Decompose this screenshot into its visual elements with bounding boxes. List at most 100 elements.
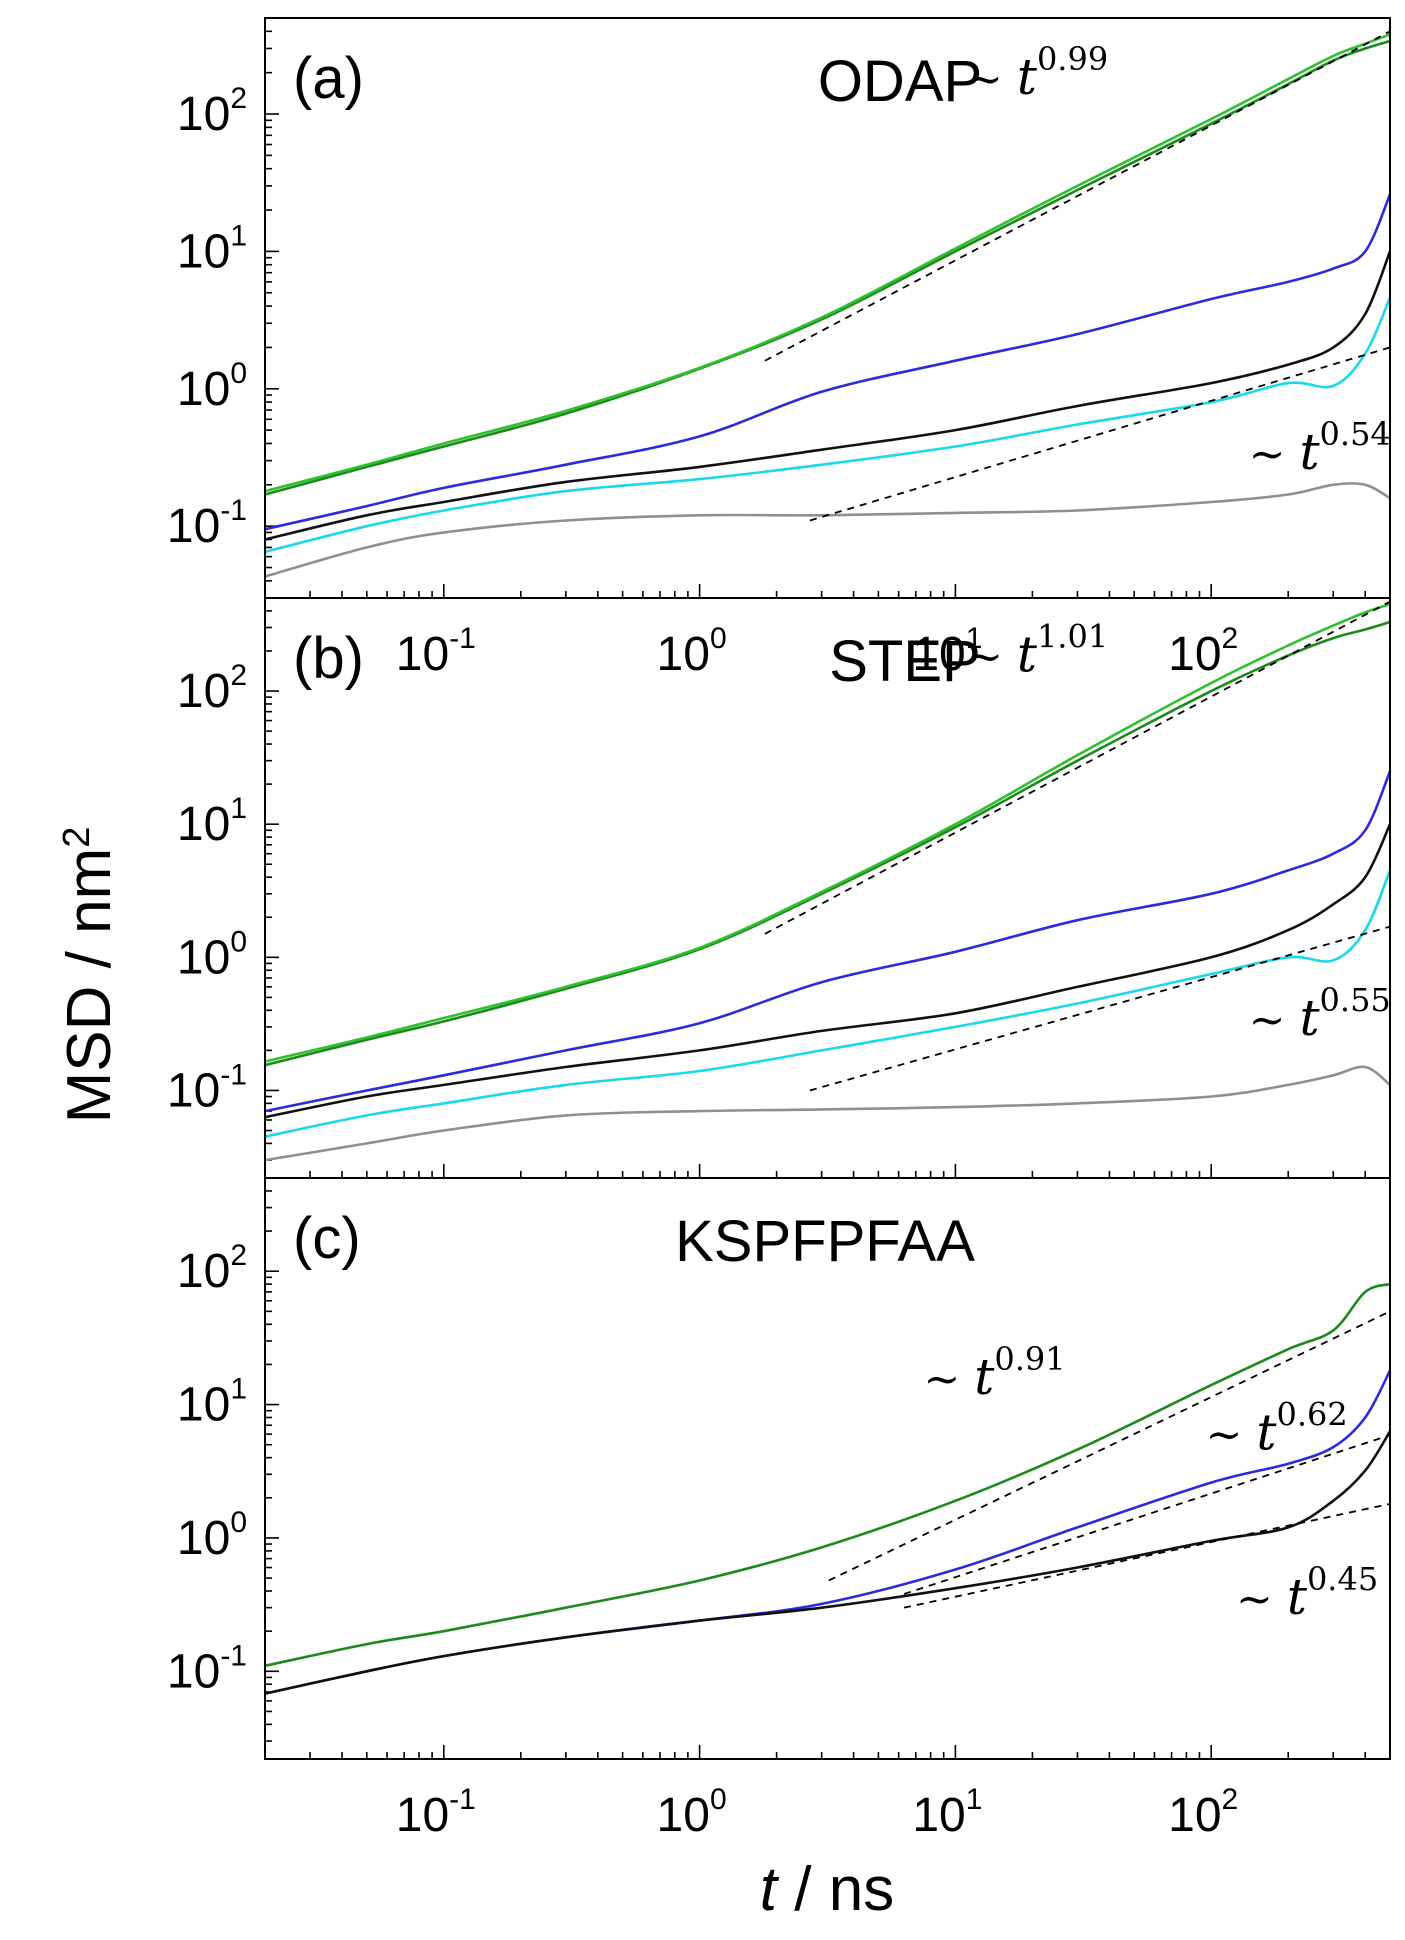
- annotation-symbol: t: [1287, 1568, 1308, 1626]
- tick-base: 10: [177, 931, 230, 984]
- tick-base: 10: [177, 798, 230, 851]
- tick-exponent: 2: [230, 1239, 247, 1272]
- annotation-symbol: t: [1299, 989, 1320, 1047]
- annotation-tilde: ~: [1236, 1574, 1287, 1625]
- panel-a-fit-line-0_54: [809, 346, 1391, 522]
- panel-a-series-black: [264, 250, 1392, 541]
- tick-base: 10: [177, 88, 230, 141]
- annotation-exponent: 0.99: [1037, 40, 1108, 78]
- tick-exponent: 1: [230, 792, 247, 825]
- annotation-exponent: 0.55: [1320, 981, 1391, 1019]
- panel-b-tag: (b): [293, 626, 364, 691]
- tick-exponent: 0: [230, 357, 247, 390]
- panel-a-y-tick-label: 100: [177, 357, 247, 416]
- tick-base: 10: [177, 1379, 230, 1432]
- tick-exponent: -1: [449, 622, 476, 655]
- panel-b-y-tick-label: 100: [177, 925, 247, 984]
- panel-c-title: KSPFPFAA: [675, 1209, 975, 1274]
- tick-exponent: -1: [220, 1639, 247, 1672]
- panel-c-y-tick-label: 100: [177, 1506, 247, 1565]
- panel-a-y-tick-label: 101: [177, 219, 247, 278]
- panel-c-series-green: [264, 1282, 1391, 1668]
- x-axis-title-symbol: t: [760, 1855, 780, 1924]
- tick-exponent: 2: [1222, 622, 1239, 655]
- x-axis-title-unit: / ns: [777, 1855, 894, 1924]
- panel-a-y-tick-label: 102: [177, 82, 247, 141]
- tick-exponent: 1: [966, 622, 983, 655]
- tick-base: 10: [396, 1789, 449, 1842]
- panel-b-y-tick-label: 10-1: [167, 1058, 247, 1117]
- panel-a-title: ODAP: [818, 49, 982, 114]
- panel-a-series-light-green: [264, 33, 1391, 493]
- tick-base: 10: [167, 500, 220, 553]
- tick-base: 10: [167, 1645, 220, 1698]
- tick-base: 10: [177, 665, 230, 718]
- panel-a-y-tick-label: 10-1: [167, 494, 247, 553]
- panel-c-x-tick-label: 101: [912, 1783, 982, 1842]
- panel-b-annotation: ~ t1.01: [966, 618, 1108, 684]
- tick-exponent: 1: [966, 1783, 983, 1816]
- tick-exponent: -1: [220, 494, 247, 527]
- annotation-symbol: t: [1017, 48, 1038, 106]
- panel-b-series-black: [264, 823, 1392, 1119]
- annotation-tilde: ~: [1249, 995, 1300, 1046]
- panel-c-y-tick-label: 10-1: [167, 1639, 247, 1698]
- panel-a-fit-line-0_99: [764, 30, 1391, 362]
- panel-b-series-gray: [264, 1065, 1391, 1162]
- annotation-symbol: t: [1017, 626, 1038, 684]
- panel-b-annotation: ~ t0.55: [1249, 981, 1391, 1047]
- panel-c-x-tick-label: 100: [657, 1783, 727, 1842]
- annotation-exponent: 0.45: [1307, 1560, 1378, 1598]
- annotation-symbol: t: [1299, 423, 1320, 481]
- panel-b-series-cyan: [264, 869, 1392, 1138]
- annotation-tilde: ~: [966, 632, 1017, 683]
- panel-a-x-tick-label: 101: [912, 622, 982, 681]
- tick-exponent: 2: [230, 82, 247, 115]
- panel-a-series-blue: [264, 193, 1392, 531]
- panel-a-annotation: ~ t0.99: [966, 40, 1108, 106]
- panel-a-series-gray: [264, 482, 1391, 578]
- tick-exponent: -1: [449, 1783, 476, 1816]
- panel-c-x-tick-label: 10-1: [396, 1783, 476, 1842]
- tick-base: 10: [396, 628, 449, 681]
- tick-base: 10: [177, 1245, 230, 1298]
- x-axis-title: t / ns: [760, 1855, 894, 1924]
- panel-b-series-green: [264, 620, 1391, 1067]
- tick-base: 10: [177, 1512, 230, 1565]
- tick-base: 10: [912, 628, 965, 681]
- panel-b-title: STEP: [829, 629, 981, 694]
- tick-base: 10: [1168, 628, 1221, 681]
- panel-c-series-black: [264, 1430, 1392, 1695]
- panel-a-series-cyan: [264, 297, 1392, 554]
- tick-exponent: 1: [230, 1373, 247, 1406]
- annotation-symbol: t: [974, 1348, 995, 1406]
- panel-a-x-tick-label: 10-1: [396, 622, 476, 681]
- tick-exponent: 1: [230, 219, 247, 252]
- tick-base: 10: [912, 1789, 965, 1842]
- y-axis-title: MSD / nm2: [55, 827, 124, 1124]
- panel-a-x-tick-label: 102: [1168, 622, 1238, 681]
- panel-c-annotation: ~ t0.45: [1236, 1560, 1378, 1626]
- annotation-exponent: 0.91: [994, 1340, 1065, 1378]
- panel-b-series-blue: [264, 770, 1392, 1113]
- panel-a-series-green: [264, 39, 1391, 496]
- panel-a-tag: (a): [293, 46, 364, 111]
- annotation-exponent: 0.54: [1320, 415, 1391, 453]
- annotation-tilde: ~: [1206, 1410, 1257, 1461]
- tick-base: 10: [1168, 1789, 1221, 1842]
- tick-base: 10: [657, 1789, 710, 1842]
- panel-b-y-tick-label: 101: [177, 792, 247, 851]
- panel-c-annotation: ~ t0.62: [1206, 1396, 1348, 1462]
- panel-c-y-tick-label: 102: [177, 1239, 247, 1298]
- tick-exponent: -1: [220, 1058, 247, 1091]
- annotation-symbol: t: [1256, 1404, 1277, 1462]
- tick-exponent: 0: [710, 1783, 727, 1816]
- annotation-tilde: ~: [966, 54, 1017, 105]
- y-axis-title-sup: 2: [56, 827, 98, 848]
- tick-exponent: 2: [230, 659, 247, 692]
- tick-exponent: 0: [230, 1506, 247, 1539]
